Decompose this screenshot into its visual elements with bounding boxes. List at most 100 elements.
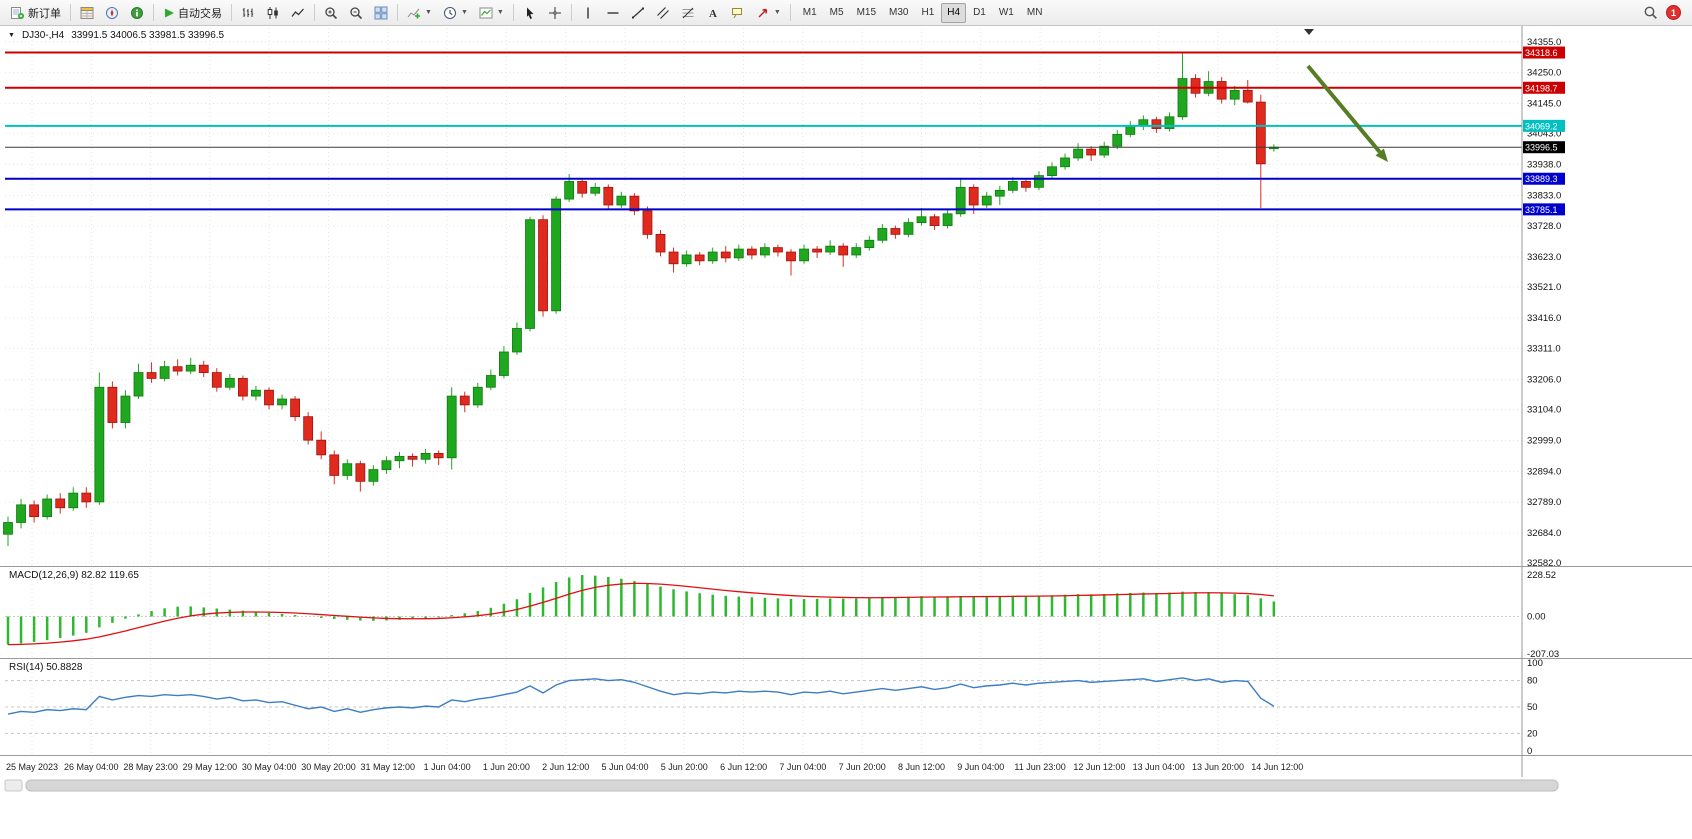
bar-chart-button[interactable] (236, 2, 260, 24)
svg-text:33889.3: 33889.3 (1525, 174, 1558, 184)
chevron-down-icon: ▼ (496, 9, 504, 16)
arrows-button[interactable]: ▼ (751, 2, 786, 24)
text-label-button[interactable] (726, 2, 750, 24)
svg-text:32684.0: 32684.0 (1527, 528, 1561, 539)
templates-button[interactable]: ▼ (474, 2, 509, 24)
svg-text:228.52: 228.52 (1527, 570, 1556, 581)
chevron-down-icon: ▼ (425, 9, 432, 16)
svg-text:12 Jun 12:00: 12 Jun 12:00 (1073, 762, 1125, 772)
ohlc-label: 33991.5 34006.5 33981.5 33996.5 (71, 30, 225, 41)
svg-text:0: 0 (1527, 746, 1532, 757)
zoom-in-button[interactable] (319, 2, 343, 24)
svg-text:5 Jun 04:00: 5 Jun 04:00 (601, 762, 648, 772)
svg-text:7 Jun 20:00: 7 Jun 20:00 (839, 762, 886, 772)
autotrading-button[interactable]: 自动交易 (158, 2, 227, 24)
indicators-button[interactable]: ▼ (402, 2, 437, 24)
svg-text:2 Jun 12:00: 2 Jun 12:00 (542, 762, 589, 772)
separator (570, 4, 572, 21)
svg-text:6 Jun 12:00: 6 Jun 12:00 (720, 762, 767, 772)
market-watch-button[interactable] (75, 2, 99, 24)
timeframe-m15-button[interactable]: M15 (851, 3, 882, 23)
svg-text:5 Jun 20:00: 5 Jun 20:00 (661, 762, 708, 772)
svg-text:34043.0: 34043.0 (1527, 129, 1561, 140)
notification-badge[interactable]: 1 (1666, 5, 1681, 20)
cursor-button[interactable] (518, 2, 542, 24)
text-label-icon (731, 7, 742, 18)
new-order-icon (11, 6, 24, 19)
svg-text:31 May 12:00: 31 May 12:00 (361, 762, 416, 772)
svg-text:80: 80 (1527, 676, 1538, 687)
timeframe-m5-button[interactable]: M5 (824, 3, 850, 23)
tile-windows-icon (374, 6, 388, 19)
svg-text:34198.7: 34198.7 (1525, 83, 1558, 93)
timeframe-mn-button[interactable]: MN (1021, 3, 1049, 23)
zoom-in-icon (325, 6, 338, 19)
crosshair-button[interactable] (543, 2, 567, 24)
timeframe-h4-button[interactable]: H4 (941, 2, 967, 23)
svg-text:26 May 04:00: 26 May 04:00 (64, 762, 119, 772)
price-axis: 34355.0 34250.0 34145.0 34043.0 33938.0 33833… (1521, 26, 1565, 777)
scroll-position-marker-icon (1304, 29, 1314, 35)
svg-text:33206.0: 33206.0 (1527, 375, 1561, 386)
chevron-down-icon: ▼ (773, 9, 781, 16)
svg-text:20: 20 (1527, 728, 1538, 739)
trendline-button[interactable] (626, 2, 650, 24)
channel-button[interactable] (651, 2, 675, 24)
zoom-out-icon (350, 6, 363, 19)
tile-windows-button[interactable] (369, 2, 393, 24)
timeframe-m30-button[interactable]: M30 (883, 3, 914, 23)
fibonacci-button[interactable] (676, 2, 700, 24)
timeframe-h1-button[interactable]: H1 (915, 3, 940, 23)
price-tag (1523, 172, 1565, 185)
navigator-button[interactable] (100, 2, 124, 24)
svg-text:25 May 2023: 25 May 2023 (6, 762, 58, 772)
svg-text:0.00: 0.00 (1527, 612, 1546, 623)
text-button[interactable]: A (701, 2, 725, 24)
crosshair-icon (548, 6, 561, 19)
svg-text:33521.0: 33521.0 (1527, 282, 1561, 293)
new-order-button[interactable]: 新订单 (5, 2, 66, 24)
autotrading-label: 自动交易 (178, 7, 222, 20)
timeframe-w1-button[interactable]: W1 (993, 3, 1020, 23)
candlestick-chart-button[interactable] (261, 2, 285, 24)
svg-text:11 Jun 23:00: 11 Jun 23:00 (1014, 762, 1065, 772)
periods-button[interactable]: ▼ (438, 2, 473, 24)
scrollbar-thumb[interactable] (25, 779, 1559, 792)
horizontal-line-button[interactable] (601, 2, 625, 24)
rsi-panel: 100 80 50 20 0 (0, 658, 1692, 757)
fibonacci-icon (682, 7, 694, 18)
horizontal-scrollbar (4, 779, 1559, 792)
svg-text:33311.0: 33311.0 (1527, 344, 1561, 355)
market-watch-icon (80, 6, 94, 19)
navigator-icon (106, 6, 118, 19)
line-chart-icon (291, 8, 304, 17)
chart-expand-icon[interactable]: ▼ (8, 32, 15, 39)
scrollbar-track-stub[interactable] (4, 779, 23, 792)
symbol-period-label: DJ30-,H4 (21, 30, 65, 41)
toolbar: 新订单 自动交易 ▼ ▼ ▼ A ▼ M1 M5 M15 M30 H1 H4 D… (0, 0, 1692, 26)
svg-text:34145.0: 34145.0 (1527, 99, 1561, 110)
svg-text:9 Jun 04:00: 9 Jun 04:00 (957, 762, 1004, 772)
cursor-icon (526, 7, 534, 19)
timeframe-m1-button[interactable]: M1 (797, 3, 823, 23)
svg-text:33104.0: 33104.0 (1527, 405, 1561, 416)
svg-text:34318.6: 34318.6 (1525, 48, 1558, 58)
equidistant-channel-icon (656, 6, 669, 19)
chevron-down-icon: ▼ (460, 9, 468, 16)
search-button[interactable] (1638, 2, 1663, 24)
line-chart-button[interactable] (286, 2, 310, 24)
svg-text:30 May 04:00: 30 May 04:00 (242, 762, 297, 772)
macd-label: MACD(12,26,9) 82.82 119.65 (9, 570, 139, 581)
timeframe-d1-button[interactable]: D1 (967, 3, 992, 23)
rsi-label: RSI(14) 50.8828 (9, 662, 83, 673)
svg-text:29 May 12:00: 29 May 12:00 (183, 762, 238, 772)
chart-title-row: ▼ DJ30-,H4 33991.5 34006.5 33981.5 33996… (8, 30, 224, 41)
svg-text:14 Jun 12:00: 14 Jun 12:00 (1251, 762, 1303, 772)
zoom-out-button[interactable] (344, 2, 368, 24)
data-window-button[interactable] (125, 2, 149, 24)
vertical-line-button[interactable] (576, 2, 600, 24)
template-icon (479, 7, 493, 18)
svg-text:32582.0: 32582.0 (1527, 558, 1561, 569)
